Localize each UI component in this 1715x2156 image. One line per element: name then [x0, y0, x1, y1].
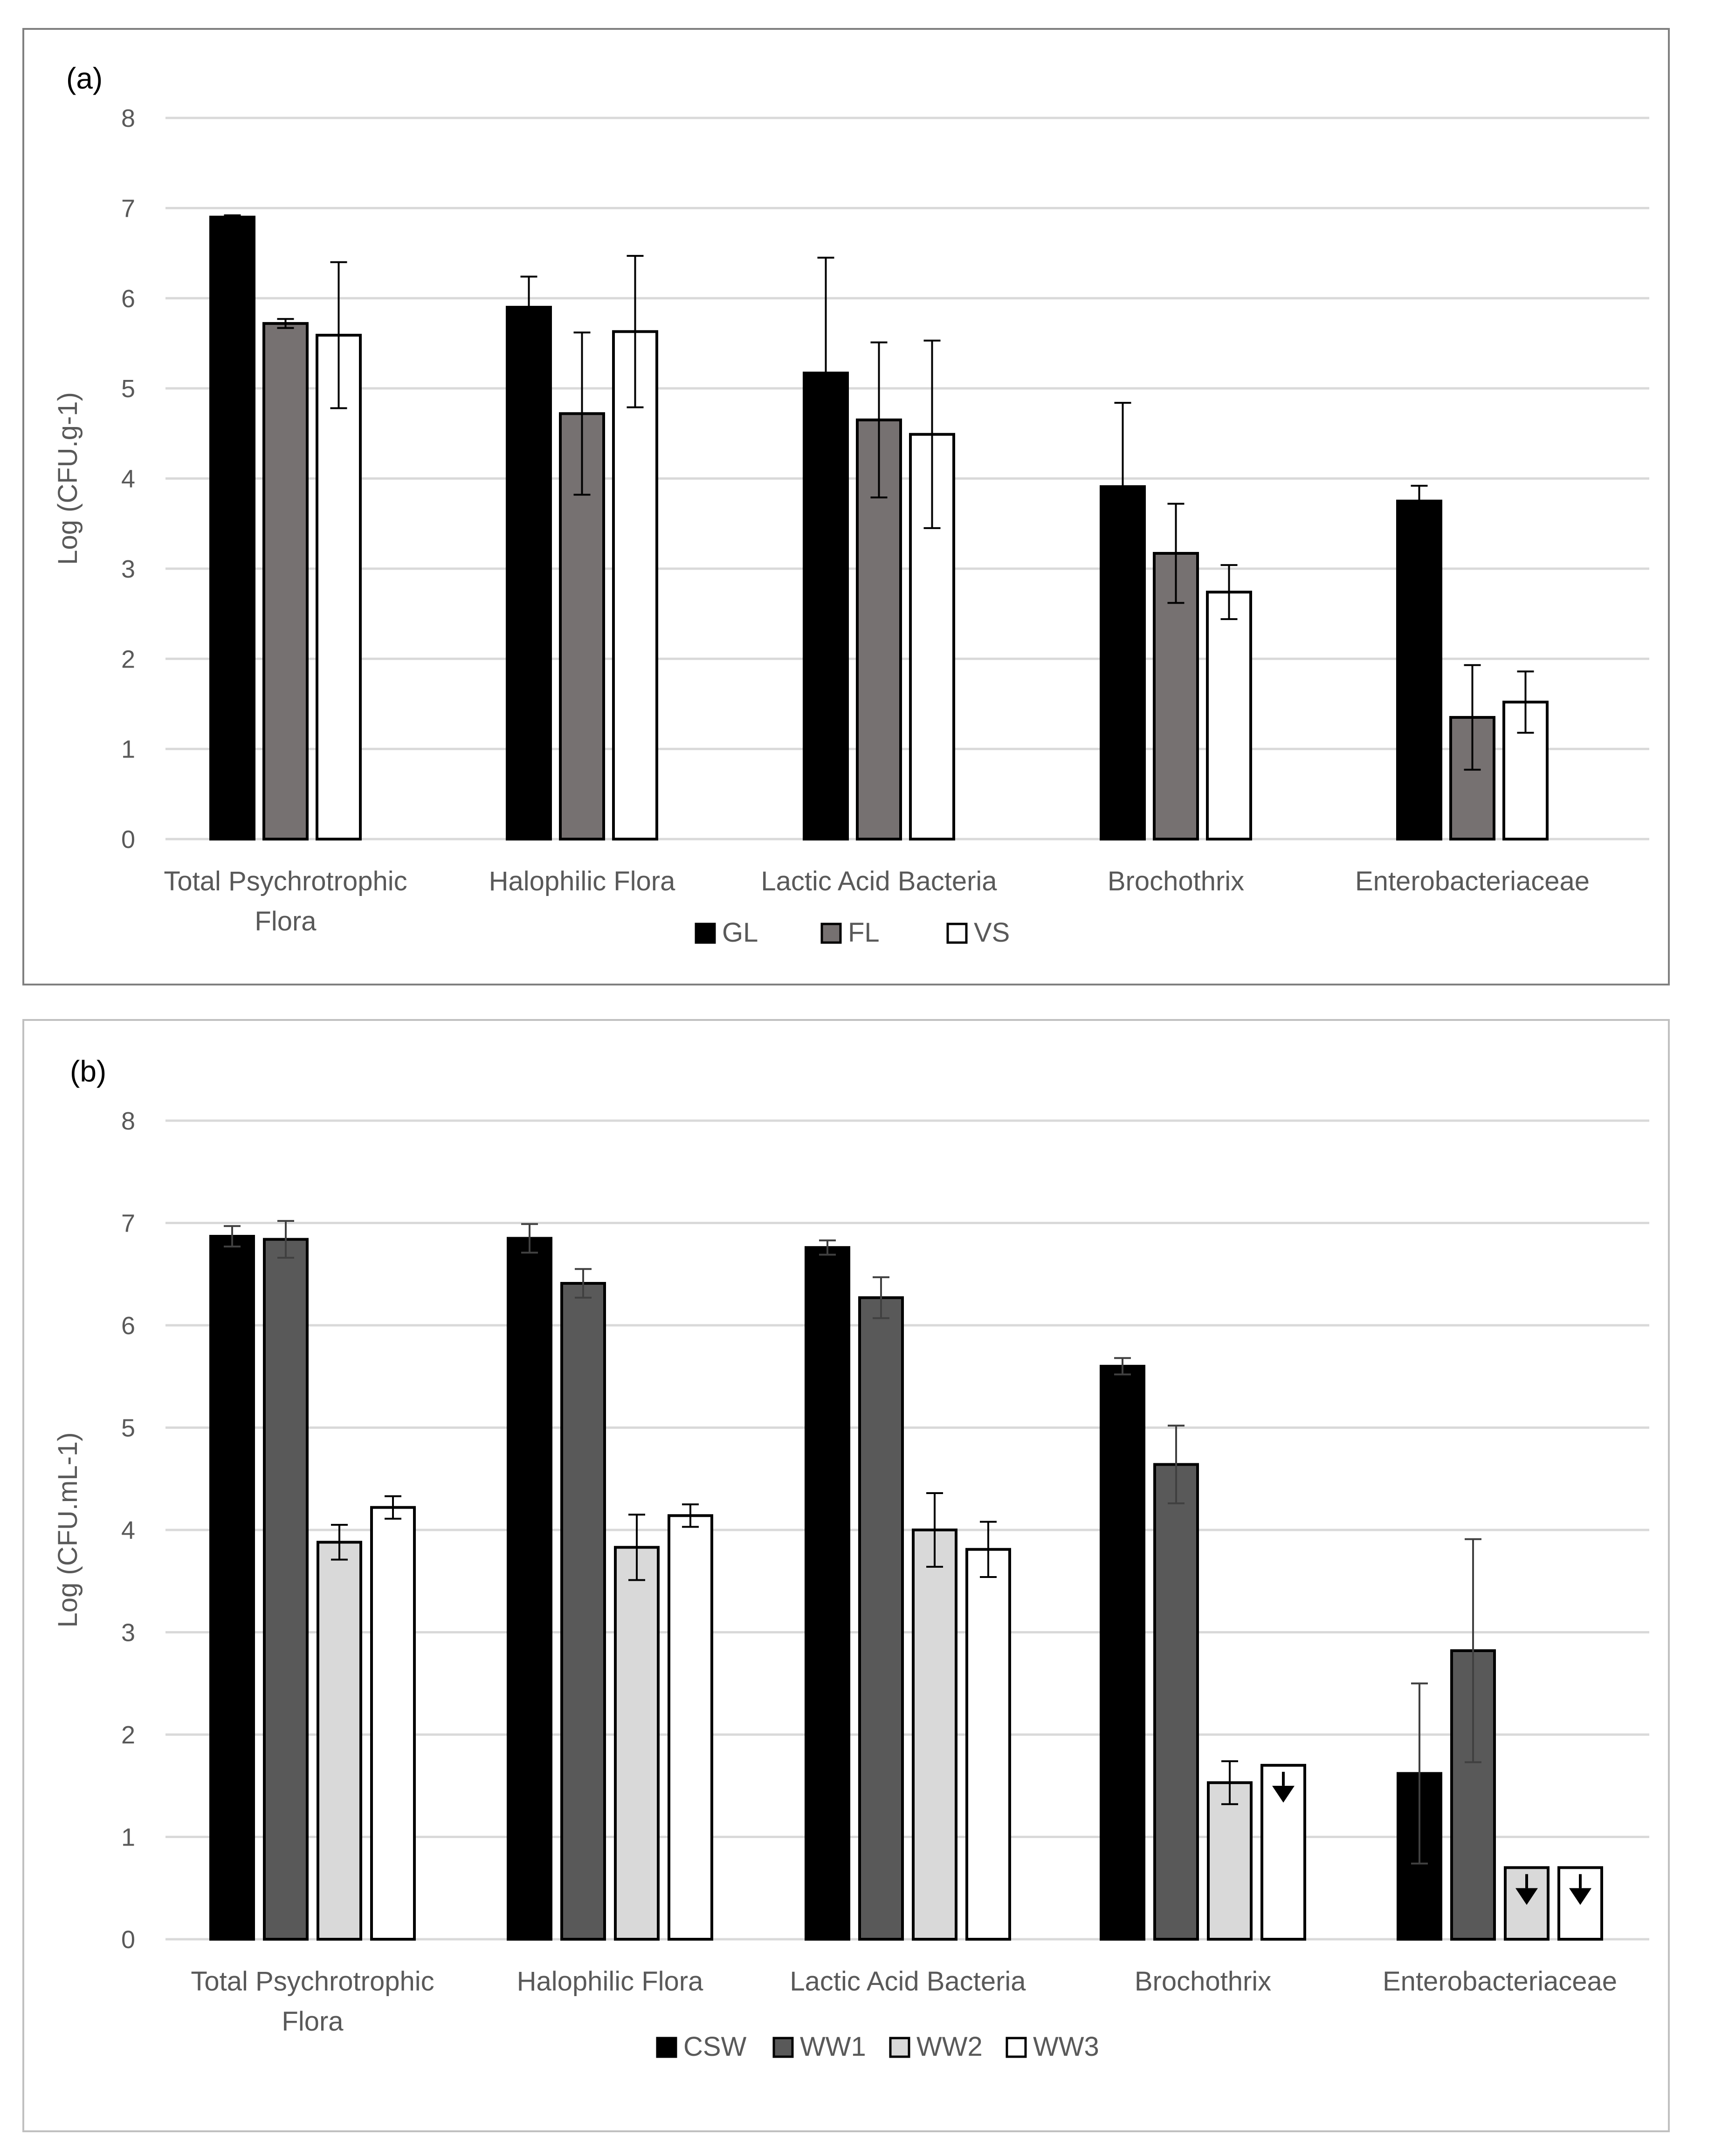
bar-ww3: [1260, 1763, 1306, 1941]
x-category-label: Brochothrix: [1135, 1966, 1271, 1997]
bar-ww1: [560, 1282, 606, 1941]
y-tick-label: 1: [121, 736, 135, 764]
panel-label: (b): [70, 1054, 106, 1088]
bar-vs: [316, 334, 362, 841]
legend-swatch-ww1: [772, 2037, 794, 2058]
bar-ww1: [858, 1296, 904, 1941]
y-tick-label: 0: [121, 826, 135, 854]
below-detection-arrow-head: [1569, 1888, 1591, 1905]
legend-swatch-ww3: [1006, 2037, 1027, 2058]
below-detection-arrow-head: [1515, 1888, 1538, 1905]
bar-vs: [612, 330, 658, 841]
legend-label-ww1: WW1: [800, 2032, 866, 2062]
chart-panel-a: (a) 0 1 2 3 4 5 6 7 8 Log (CFU.g-1) Total Psychrotr…: [22, 28, 1670, 985]
y-tick-label: 7: [121, 1210, 135, 1238]
bar-vs: [1206, 591, 1252, 840]
y-tick-label: 3: [121, 1619, 135, 1647]
y-tick-label: 7: [121, 194, 135, 222]
legend-swatch-vs: [946, 923, 968, 944]
bar-ww2: [614, 1546, 660, 1941]
chart-panel-b: (b) 0 1 2 3 4 5 6 7 8 Log (CFU.mL-1) Total Psychrot…: [22, 1019, 1670, 2132]
y-tick-label: 2: [121, 645, 135, 673]
y-tick-label: 0: [121, 1926, 135, 1954]
bar-fl: [262, 322, 309, 840]
legend-label-gl: GL: [722, 917, 758, 948]
y-tick-label: 4: [121, 1516, 135, 1544]
legend-swatch-csw: [656, 2037, 677, 2058]
x-category-label: Total Psychrotrophic: [164, 866, 407, 896]
legend-swatch-gl: [695, 923, 716, 944]
bar-ww2: [317, 1541, 362, 1941]
bar-ww3: [668, 1514, 713, 1941]
bar-csw: [1100, 1364, 1145, 1941]
bar-ww1: [263, 1238, 309, 1941]
y-tick-label: 5: [121, 1414, 135, 1442]
bar-ww2: [912, 1529, 957, 1941]
bar-gl: [209, 215, 255, 840]
x-category-label: Halophilic Flora: [489, 866, 675, 896]
y-tick-label: 1: [121, 1824, 135, 1852]
x-category-label: Brochothrix: [1108, 866, 1244, 896]
bar-csw: [507, 1237, 552, 1941]
y-tick-label: 6: [121, 285, 135, 313]
x-category-label: Enterobacteriaceae: [1355, 866, 1590, 896]
legend-label-fl: FL: [848, 917, 880, 948]
bar-gl: [1396, 499, 1442, 840]
below-detection-arrow-head: [1272, 1785, 1295, 1803]
legend-label-csw: CSW: [683, 2032, 747, 2062]
y-tick-label: 8: [121, 104, 135, 132]
panel-frame: [22, 28, 1670, 985]
y-axis-title: Log (CFU.mL-1): [53, 1433, 83, 1628]
legend-swatch-ww2: [889, 2037, 910, 2058]
legend-label-ww3: WW3: [1033, 2032, 1099, 2062]
x-category-label: Flora: [282, 2006, 344, 2037]
x-category-label: Lactic Acid Bacteria: [790, 1966, 1026, 1997]
y-tick-label: 3: [121, 555, 135, 583]
y-axis-title: Log (CFU.g-1): [53, 392, 83, 565]
bar-ww1: [1153, 1463, 1199, 1941]
panel-label: (a): [66, 62, 103, 95]
y-tick-label: 4: [121, 465, 135, 493]
panel-frame: [22, 1019, 1670, 2132]
legend-label-ww2: WW2: [916, 2032, 983, 2062]
x-category-label: Enterobacteriaceae: [1383, 1966, 1617, 1997]
x-category-label: Halophilic Flora: [517, 1966, 703, 1997]
bar-csw: [805, 1246, 850, 1941]
bar-ww2: [1207, 1781, 1253, 1941]
bar-ww3: [965, 1548, 1011, 1941]
y-tick-label: 8: [121, 1107, 135, 1135]
x-category-label: Flora: [255, 906, 317, 937]
y-tick-label: 5: [121, 375, 135, 403]
legend-label-vs: VS: [974, 917, 1010, 948]
bar-gl: [506, 306, 552, 840]
legend-swatch-fl: [820, 923, 842, 944]
bar-ww3: [370, 1506, 416, 1941]
x-category-label: Lactic Acid Bacteria: [761, 866, 997, 896]
bar-csw: [209, 1235, 255, 1941]
y-tick-label: 6: [121, 1312, 135, 1340]
y-tick-label: 2: [121, 1721, 135, 1749]
x-category-label: Total Psychrotrophic: [191, 1966, 434, 1997]
